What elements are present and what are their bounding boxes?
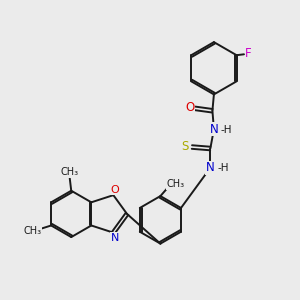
Text: N: N xyxy=(209,123,218,136)
Text: F: F xyxy=(244,47,251,60)
Text: O: O xyxy=(110,185,119,195)
Text: N: N xyxy=(206,161,215,174)
Text: CH₃: CH₃ xyxy=(166,179,184,189)
Text: S: S xyxy=(182,140,189,153)
Text: -H: -H xyxy=(217,164,229,173)
Text: -H: -H xyxy=(220,125,232,135)
Text: N: N xyxy=(111,233,119,243)
Text: CH₃: CH₃ xyxy=(24,226,42,236)
Text: CH₃: CH₃ xyxy=(61,167,79,177)
Text: O: O xyxy=(185,101,194,114)
